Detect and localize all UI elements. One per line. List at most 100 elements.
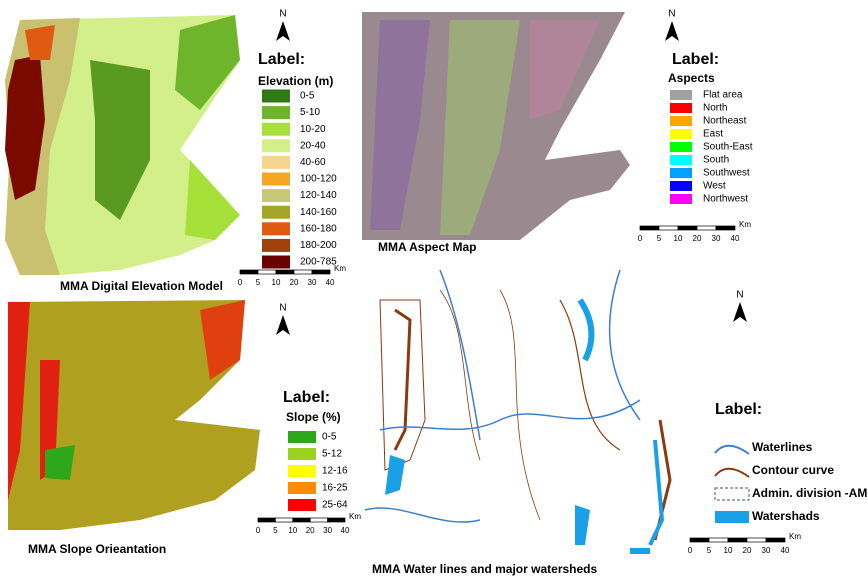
legend-swatch xyxy=(262,222,290,235)
panel-title: MMA Aspect Map xyxy=(378,240,476,254)
scale-label: 0 xyxy=(688,546,693,555)
panel-title: MMA Digital Elevation Model xyxy=(60,279,223,293)
legend-swatch xyxy=(670,168,692,178)
legend-label: 0-5 xyxy=(322,432,337,443)
legend-label: 10-20 xyxy=(300,124,326,135)
scale-segment xyxy=(240,270,258,274)
legend-swatch xyxy=(288,465,316,477)
legend-label: 160-180 xyxy=(300,223,337,234)
legend-label: 40-60 xyxy=(300,157,326,168)
scale-segment xyxy=(716,226,735,230)
scale-label: 30 xyxy=(762,546,771,555)
legend-label: 16-25 xyxy=(322,483,348,494)
scale-segment xyxy=(697,226,716,230)
dem-map xyxy=(5,15,240,275)
legend-label: West xyxy=(703,181,726,192)
legend-line xyxy=(715,469,749,477)
legend-label: 200-785 xyxy=(300,257,337,268)
scale-label: 40 xyxy=(781,546,790,555)
panel-title: MMA Slope Orieantation xyxy=(28,542,166,556)
legend-subtitle: Slope (%) xyxy=(286,410,341,424)
legend-label: 100-120 xyxy=(300,174,337,185)
scale-segment xyxy=(328,518,345,522)
legend-swatch xyxy=(262,123,290,136)
legend-title: Label: xyxy=(715,401,762,418)
north-arrow xyxy=(276,21,290,41)
legend-swatch xyxy=(262,106,290,119)
slope-map xyxy=(8,300,260,530)
scale-segment xyxy=(747,538,766,542)
panel-title: MMA Water lines and major watersheds xyxy=(372,562,597,576)
scale-label: 20 xyxy=(693,234,702,243)
scale-unit: Km xyxy=(789,532,801,541)
legend-swatch xyxy=(715,511,749,523)
scale-label: 40 xyxy=(731,234,740,243)
legend-swatch xyxy=(670,129,692,139)
legend-swatch xyxy=(262,90,290,103)
scale-segment xyxy=(293,518,310,522)
scale-label: 10 xyxy=(288,526,297,535)
north-label: N xyxy=(279,9,286,20)
legend-label: Northwest xyxy=(703,194,748,205)
scale-segment xyxy=(659,226,678,230)
scale-label: 10 xyxy=(272,278,281,287)
legend-label: 20-40 xyxy=(300,140,326,151)
legend-label: 5-12 xyxy=(322,449,342,460)
north-label: N xyxy=(279,303,286,314)
legend-label: Flat area xyxy=(703,90,743,101)
legend-label: North xyxy=(703,103,727,114)
legend-swatch xyxy=(670,90,692,100)
scale-segment xyxy=(690,538,709,542)
legend-swatch xyxy=(262,256,290,269)
legend-label: 25-64 xyxy=(322,500,348,511)
legend-swatch xyxy=(262,189,290,202)
legend-swatch xyxy=(670,142,692,152)
legend-subtitle: Elevation (m) xyxy=(258,74,333,88)
scale-label: 30 xyxy=(323,526,332,535)
figure: MMA Digital Elevation Model N Label: Elevat… xyxy=(0,0,868,577)
scale-unit: Km xyxy=(739,220,751,229)
north-arrow xyxy=(733,302,747,322)
legend-title: Label: xyxy=(258,51,305,68)
scale-segment xyxy=(275,518,292,522)
legend-label: Southwest xyxy=(703,168,750,179)
scale-unit: Km xyxy=(334,264,346,273)
north-arrow xyxy=(665,21,679,41)
scale-label: 0 xyxy=(238,278,243,287)
scale-label: 10 xyxy=(674,234,683,243)
legend-swatch xyxy=(670,116,692,126)
scale-unit: Km xyxy=(349,512,361,521)
legend-label: Watershads xyxy=(752,509,820,523)
north-arrow xyxy=(276,315,290,335)
legend-label: 140-160 xyxy=(300,207,337,218)
legend-label: Northeast xyxy=(703,116,747,127)
scale-segment xyxy=(294,270,312,274)
scale-segment xyxy=(728,538,747,542)
scale-label: 5 xyxy=(273,526,278,535)
legend-label: Waterlines xyxy=(752,440,813,454)
legend-swatch xyxy=(288,482,316,494)
legend-swatch xyxy=(288,448,316,460)
scale-label: 40 xyxy=(326,278,335,287)
legend-swatch xyxy=(262,173,290,186)
legend-label: Contour curve xyxy=(752,463,834,477)
scale-label: 0 xyxy=(638,234,643,243)
legend-swatch xyxy=(288,431,316,443)
legend-title: Label: xyxy=(672,51,719,68)
scale-label: 10 xyxy=(724,546,733,555)
scale-label: 5 xyxy=(707,546,712,555)
scale-segment xyxy=(312,270,330,274)
legend-swatch xyxy=(288,499,316,511)
scale-label: 0 xyxy=(256,526,261,535)
scale-segment xyxy=(258,270,276,274)
legend-label: 120-140 xyxy=(300,190,337,201)
legend-label: 0-5 xyxy=(300,91,315,102)
water-map xyxy=(365,270,670,554)
legend-label: South xyxy=(703,155,729,166)
legend-label: Admin. division -AMM xyxy=(752,486,868,500)
scale-label: 20 xyxy=(306,526,315,535)
scale-label: 5 xyxy=(256,278,261,287)
legend-subtitle: Aspects xyxy=(668,71,715,85)
scale-label: 20 xyxy=(743,546,752,555)
north-label: N xyxy=(668,9,675,20)
